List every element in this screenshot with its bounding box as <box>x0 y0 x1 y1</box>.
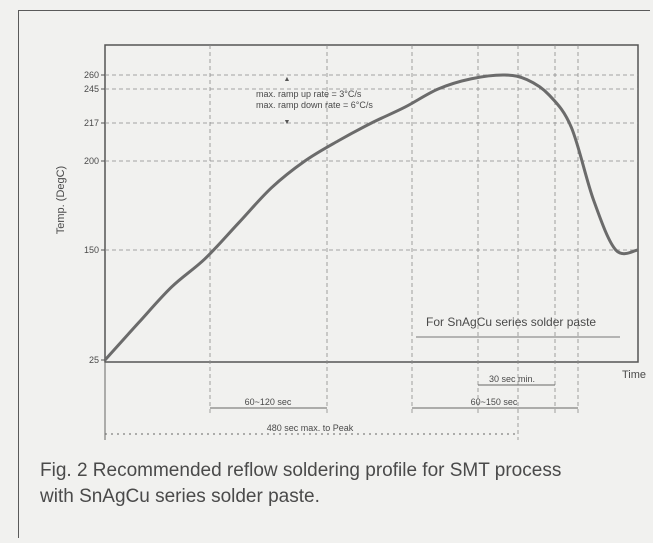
figure-frame <box>18 10 650 538</box>
plot-area <box>104 44 639 363</box>
y-tick-label-25: 25 <box>89 355 99 365</box>
y-tick-label-245: 245 <box>84 84 99 94</box>
y-tick-label-260: 260 <box>84 70 99 80</box>
y-tick-labels: 25 150 200 217 245 260 <box>84 70 105 365</box>
caption-line-2: with SnAgCu series solder paste. <box>40 486 320 507</box>
reflow-profile-chart: 25 150 200 217 245 260 Temp. (DegC) Time ▲ ma… <box>55 44 646 440</box>
ramp-down-arrow: ▼ <box>284 119 291 126</box>
series-note-text: For SnAgCu series solder paste <box>426 315 596 329</box>
ramp-down-text: max. ramp down rate = 6°C/s <box>256 100 373 110</box>
caption-line-1: Fig. 2 Recommended reflow soldering prof… <box>40 460 562 481</box>
ramp-up-arrow: ▲ <box>284 76 291 83</box>
dim-30-text: 30 sec min. <box>489 374 535 384</box>
y-tick-label-150: 150 <box>84 245 99 255</box>
y-tick-label-200: 200 <box>84 156 99 166</box>
dim-60-120-text: 60~120 sec <box>245 397 292 407</box>
dimension-lines <box>104 362 578 440</box>
temperature-curve <box>103 73 639 362</box>
y-axis-label: Temp. (DegC) <box>55 166 67 234</box>
dim-480-text: 480 sec max. to Peak <box>267 423 354 433</box>
dimension-labels: 60~120 sec 60~150 sec 30 sec min. 480 se… <box>245 374 535 433</box>
x-axis-label: Time <box>622 369 646 381</box>
dim-60-150-text: 60~150 sec <box>471 397 518 407</box>
figure-caption: Fig. 2 Recommended reflow soldering prof… <box>40 458 652 510</box>
series-note: For SnAgCu series solder paste <box>416 315 620 338</box>
grid-lines <box>105 45 638 440</box>
y-tick-label-217: 217 <box>84 118 99 128</box>
ramp-up-text: max. ramp up rate = 3°C/s <box>256 89 362 99</box>
ramp-annotation: ▲ max. ramp up rate = 3°C/s max. ramp do… <box>256 76 373 126</box>
